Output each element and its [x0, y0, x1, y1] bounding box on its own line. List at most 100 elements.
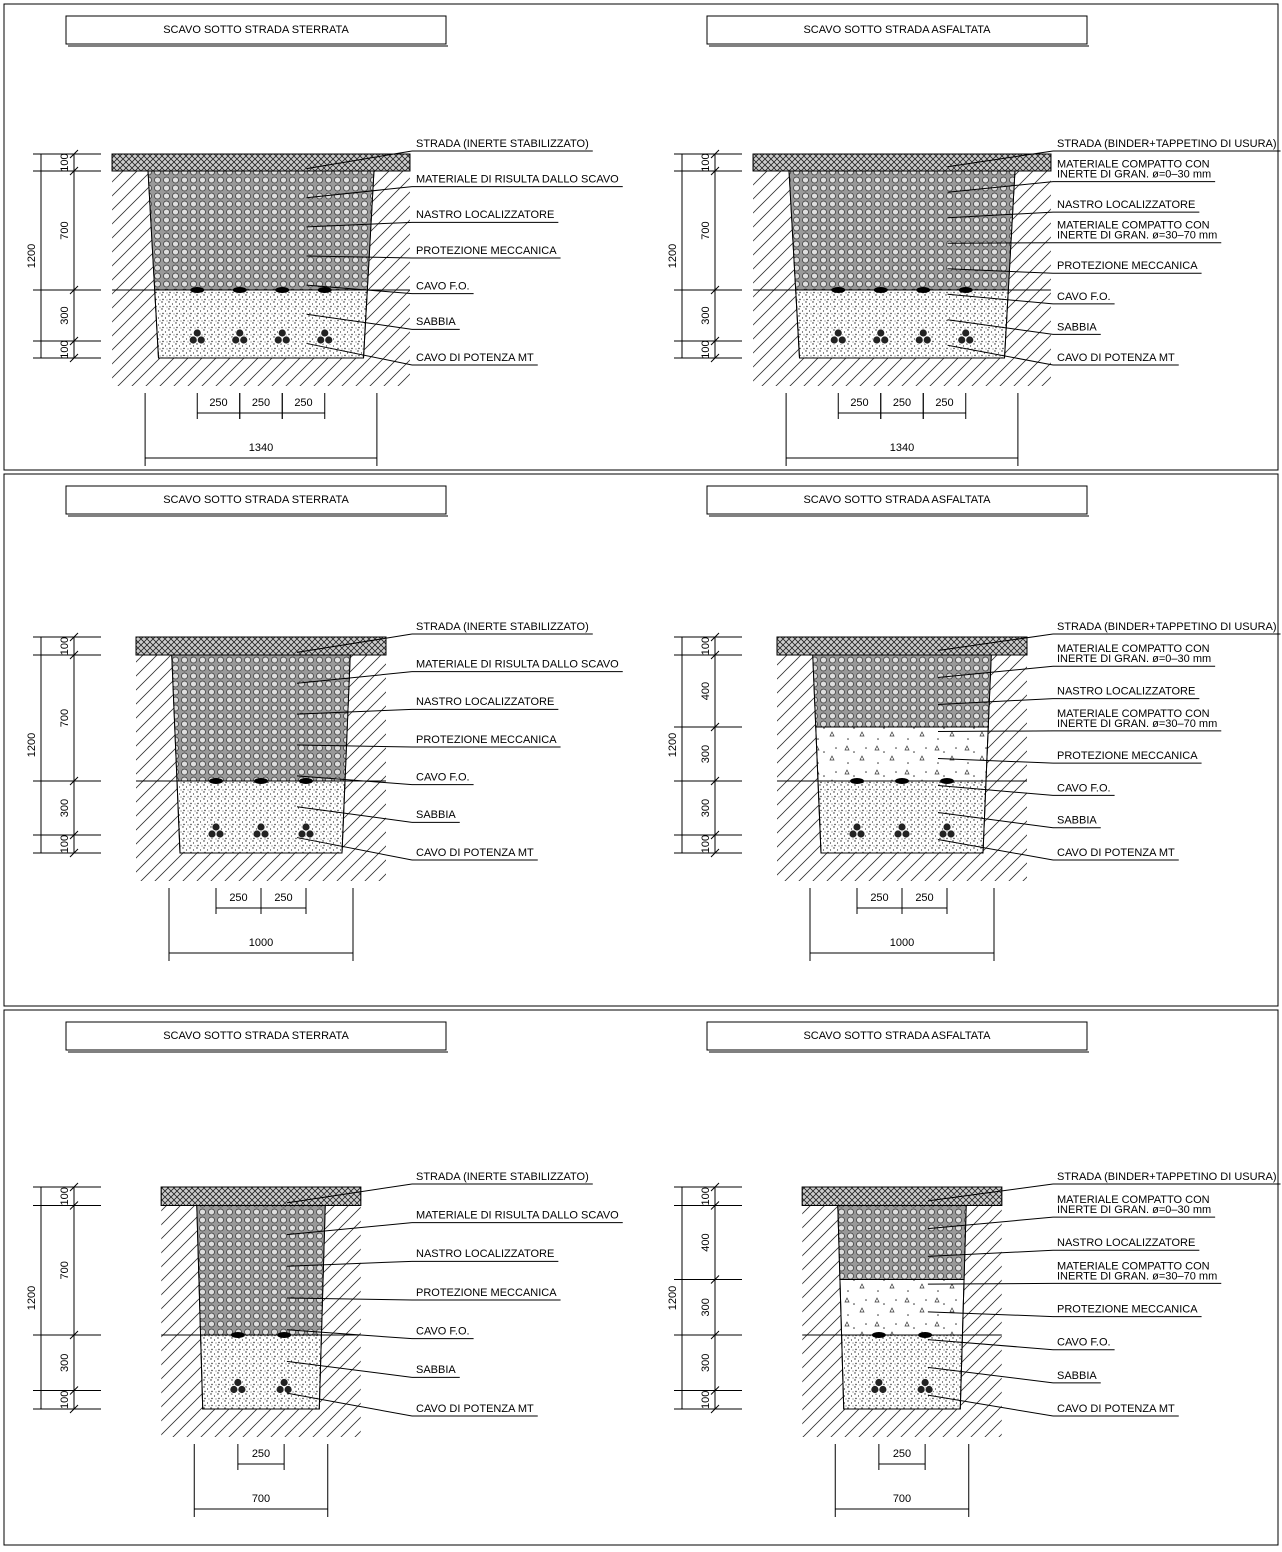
layer-label: PROTEZIONE MECCANICA [416, 1287, 557, 1299]
dim-text: 250 [294, 397, 312, 409]
dim-text: 250 [850, 397, 868, 409]
power-cable [902, 830, 910, 838]
power-cable [208, 830, 216, 838]
layer-label: MATERIALE DI RISULTA DALLO SCAVO [416, 659, 619, 671]
layer-label: INERTE DI GRAN. ø=30–70 mm [1057, 718, 1217, 730]
drawing-title: SCAVO SOTTO STRADA ASFALTATA [803, 24, 991, 36]
dim-text: 700 [700, 221, 712, 239]
power-cable [189, 336, 197, 344]
mechanical-protection [318, 287, 332, 293]
power-cable [958, 336, 966, 344]
layer-fill [201, 1335, 322, 1409]
dim-text: 1200 [26, 244, 38, 268]
dim-text: 250 [915, 892, 933, 904]
layer-fill [172, 655, 351, 781]
layer-label: STRADA (INERTE STABILIZZATO) [416, 621, 589, 633]
drawing-title: SCAVO SOTTO STRADA ASFALTATA [803, 494, 991, 506]
layer-label: CAVO F.O. [1057, 1337, 1111, 1349]
dim-text: 1340 [890, 442, 914, 454]
layer-label: SABBIA [416, 1364, 456, 1376]
layer-label: CAVO DI POTENZA MT [416, 352, 534, 364]
dim-text: 250 [893, 397, 911, 409]
mechanical-protection [254, 778, 268, 784]
layer-label: MATERIALE DI RISULTA DALLO SCAVO [416, 1210, 619, 1222]
layer-fill [753, 154, 1051, 171]
power-cable [871, 1386, 879, 1394]
power-cable [939, 830, 947, 838]
dim-text: 700 [59, 1261, 71, 1279]
layer-fill [148, 171, 374, 290]
layer-fill [818, 781, 986, 853]
power-cable [923, 336, 931, 344]
layer-fill [838, 1206, 966, 1280]
power-cable [838, 336, 846, 344]
dim-text: 300 [700, 799, 712, 817]
layer-label: MATERIALE DI RISULTA DALLO SCAVO [416, 174, 619, 186]
power-cable [830, 336, 838, 344]
dim-text: 100 [700, 1187, 712, 1205]
dim-text: 300 [59, 799, 71, 817]
power-cable [966, 336, 974, 344]
layer-label: STRADA (BINDER+TAPPETINO DI USURA) [1057, 1171, 1277, 1183]
mechanical-protection [918, 1332, 932, 1338]
dim-text: 1000 [890, 937, 914, 949]
dim-text: 100 [700, 637, 712, 655]
power-cable [317, 336, 325, 344]
layer-label: INERTE DI GRAN. ø=30–70 mm [1057, 230, 1217, 242]
layer-label: CAVO F.O. [1057, 782, 1111, 794]
dim-text: 1200 [667, 1286, 679, 1310]
dim-text: 300 [59, 1354, 71, 1372]
layer-fill [816, 727, 989, 781]
power-cable [857, 830, 865, 838]
drawing-title: SCAVO SOTTO STRADA ASFALTATA [803, 1030, 991, 1042]
layer-label: SABBIA [416, 809, 456, 821]
power-cable [276, 1386, 284, 1394]
power-cable [253, 830, 261, 838]
drawing-title: SCAVO SOTTO STRADA STERRATA [163, 1030, 349, 1042]
dim-text: 250 [252, 1448, 270, 1460]
layer-label: CAVO DI POTENZA MT [1057, 847, 1175, 859]
layer-fill [840, 1280, 964, 1336]
layer-label: CAVO DI POTENZA MT [1057, 1403, 1175, 1415]
layer-label: SABBIA [1057, 1370, 1097, 1382]
mechanical-protection [277, 1332, 291, 1338]
dim-text: 250 [209, 397, 227, 409]
leader [928, 1283, 1053, 1284]
layer-label: CAVO DI POTENZA MT [416, 1403, 534, 1415]
layer-fill [136, 637, 386, 655]
drawing-title: SCAVO SOTTO STRADA STERRATA [163, 494, 349, 506]
mechanical-protection [209, 778, 223, 784]
power-cable [261, 830, 269, 838]
layer-label: PROTEZIONE MECCANICA [1057, 750, 1198, 762]
layer-label: PROTEZIONE MECCANICA [1057, 260, 1198, 272]
dim-text: 1200 [667, 733, 679, 757]
dim-text: 100 [700, 340, 712, 358]
dim-text: 300 [700, 1298, 712, 1316]
power-cable [230, 1386, 238, 1394]
layer-label: NASTRO LOCALIZZATORE [1057, 1237, 1195, 1249]
mechanical-protection [959, 287, 973, 293]
power-cable [274, 336, 282, 344]
dim-text: 700 [252, 1493, 270, 1505]
dim-text: 300 [700, 306, 712, 324]
dim-text: 700 [59, 709, 71, 727]
power-cable [216, 830, 224, 838]
sheet: SCAVO SOTTO STRADA STERRATA 1200 100 700 300… [0, 0, 1282, 1547]
power-cable [298, 830, 306, 838]
dim-text: 100 [59, 835, 71, 853]
power-cable [894, 830, 902, 838]
power-cable [232, 336, 240, 344]
layer-label: INERTE DI GRAN. ø=0–30 mm [1057, 1204, 1211, 1216]
power-cable [284, 1386, 292, 1394]
dim-text: 250 [252, 397, 270, 409]
dim-text: 100 [700, 1391, 712, 1409]
layer-label: CAVO F.O. [416, 1326, 470, 1338]
layer-label: STRADA (BINDER+TAPPETINO DI USURA) [1057, 621, 1277, 633]
layer-label: PROTEZIONE MECCANICA [1057, 1303, 1198, 1315]
mechanical-protection [233, 287, 247, 293]
dim-text: 400 [700, 682, 712, 700]
dim-text: 700 [59, 221, 71, 239]
power-cable [879, 1386, 887, 1394]
dim-text: 300 [700, 1354, 712, 1372]
layer-label: NASTRO LOCALIZZATORE [416, 696, 554, 708]
